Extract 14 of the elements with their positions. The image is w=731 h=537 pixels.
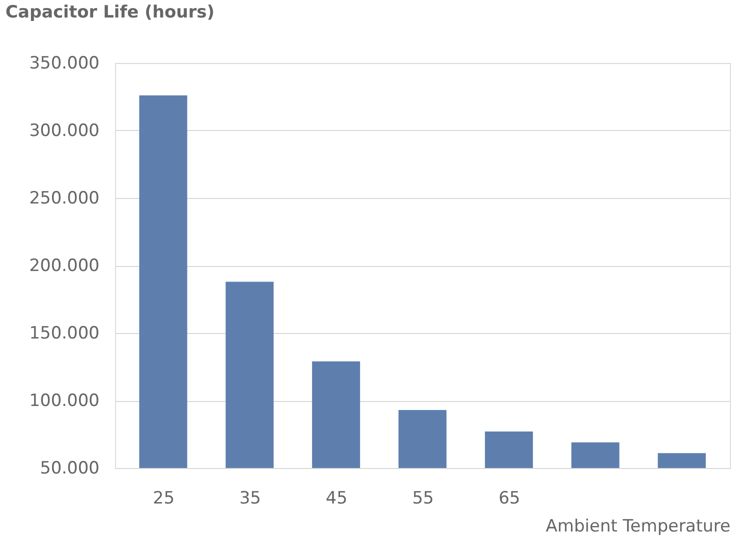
y-tick-label: 50.000 [40, 458, 100, 478]
y-tick-label: 250.000 [29, 188, 100, 208]
y-tick-label: 350.000 [29, 54, 100, 74]
y-tick-label: 300.000 [29, 121, 100, 141]
y-tick-label: 200.000 [29, 256, 100, 276]
x-tick-label: 45 [326, 488, 348, 508]
x-tick-label: 65 [498, 488, 520, 508]
y-tick-label: 100.000 [29, 391, 100, 411]
x-tick-label: 25 [152, 488, 175, 508]
x-tick-label: 55 [412, 488, 434, 508]
y-tick-label: 150.000 [29, 324, 100, 344]
x-tick-label: 35 [239, 488, 261, 508]
y-axis-title: Capacitor Life (hours) [6, 2, 215, 22]
x-axis-title: Ambient Temperature [546, 516, 730, 536]
